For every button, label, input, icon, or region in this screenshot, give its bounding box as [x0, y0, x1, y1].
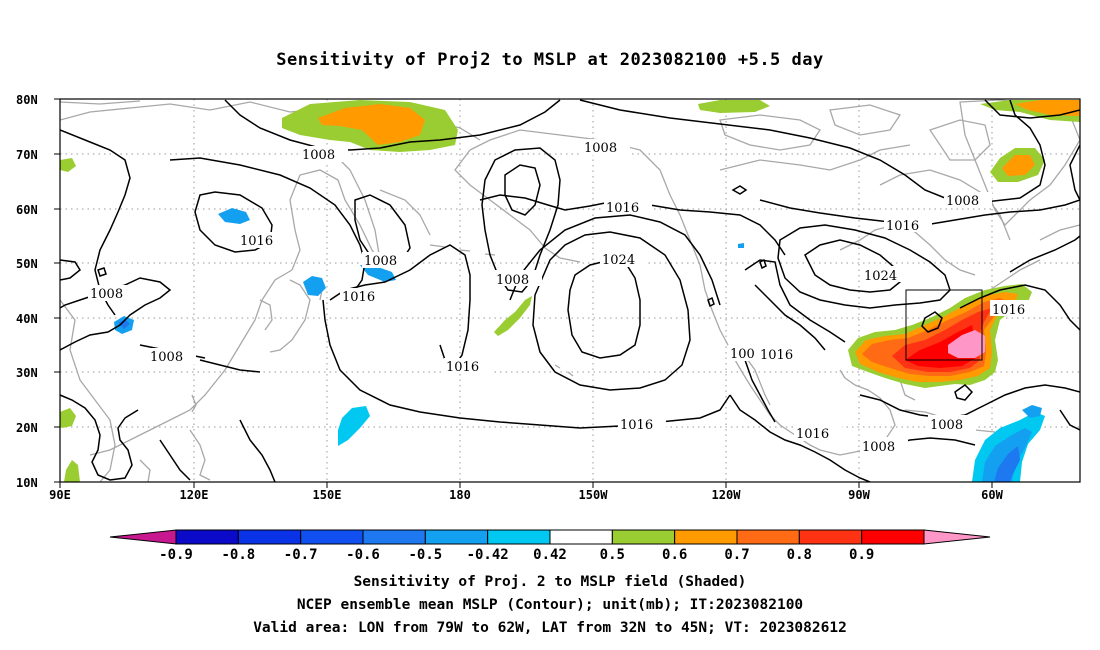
axis-ticks: [54, 98, 993, 488]
colorbar-segment: [175, 529, 239, 545]
contour-label: 1024: [864, 269, 897, 284]
lon-label: 150E: [313, 488, 342, 502]
contour-label: 1008: [90, 287, 123, 302]
colorbar-segment: [736, 529, 800, 545]
lat-label: 70N: [16, 148, 38, 162]
lat-label: 60N: [16, 203, 38, 217]
contour-label: 1008: [496, 273, 529, 288]
caption-line-1: Sensitivity of Proj. 2 to MSLP field (Sh…: [353, 574, 747, 590]
caption-line-3: Valid area: LON from 79W to 62W, LAT fro…: [253, 620, 847, 636]
colorbar-label: -0.6: [346, 547, 380, 563]
lon-label: 150W: [579, 488, 609, 502]
contour-label: 1016: [992, 303, 1025, 318]
colorbar-segment: [362, 529, 426, 545]
colorbar-label: -0.5: [408, 547, 442, 563]
contour-label: 1024: [602, 253, 635, 268]
colorbar-segment: [798, 529, 863, 545]
lat-labels: 80N 70N 60N 50N 40N 30N 20N 10N: [16, 93, 38, 490]
colorbar-label: -0.9: [159, 547, 193, 563]
contour-label: 1008: [930, 418, 963, 433]
lon-labels: 90E 120E 150E 180 150W 120W 90W 60W: [49, 488, 1003, 502]
colorbar-label: 0.8: [787, 547, 812, 563]
contour-label: 1016: [446, 360, 479, 375]
colorbar-segment: [549, 529, 613, 545]
colorbar-label: 0.9: [849, 547, 874, 563]
colorbar-label: 0.6: [662, 547, 687, 563]
contour-label: 1016: [620, 418, 653, 433]
lon-label: 90W: [848, 488, 870, 502]
lat-label: 10N: [16, 476, 38, 490]
lon-label: 180: [449, 488, 471, 502]
colorbar-segment: [487, 529, 551, 545]
contour-label: 1016: [606, 201, 639, 216]
lon-label: 120E: [180, 488, 209, 502]
contour-label: 1016: [796, 427, 829, 442]
lon-label: 120W: [712, 488, 742, 502]
contour-label: 1008: [862, 440, 895, 455]
colorbar: -0.9 -0.8 -0.7 -0.6 -0.5 -0.42 0.42 0.5 0.6 0.7 0.…: [109, 529, 991, 563]
contour-label: 1008: [584, 141, 617, 156]
colorbar-label: -0.7: [284, 547, 318, 563]
lon-label: 60W: [981, 488, 1003, 502]
colorbar-label: 0.7: [724, 547, 749, 563]
colorbar-label: -0.8: [221, 547, 255, 563]
map-title: Sensitivity of Proj2 to MSLP at 20230821…: [276, 50, 824, 70]
colorbar-label: 0.5: [600, 547, 625, 563]
colorbar-segment: [923, 529, 991, 545]
colorbar-label: 0.42: [533, 547, 567, 563]
contour-label: 1016: [886, 219, 919, 234]
lon-label: 90E: [49, 488, 71, 502]
contour-label: 1016: [240, 234, 273, 249]
colorbar-segment: [424, 529, 489, 545]
contour-label: 1016: [342, 290, 375, 305]
lat-label: 50N: [16, 257, 38, 271]
valid-area-box: [905, 289, 983, 361]
colorbar-segment: [109, 529, 177, 545]
lat-label: 40N: [16, 312, 38, 326]
colorbar-segment: [611, 529, 676, 545]
lat-label: 80N: [16, 93, 38, 107]
map-frame: [59, 98, 1081, 483]
colorbar-segment: [237, 529, 302, 545]
lat-label: 30N: [16, 366, 38, 380]
contour-labels: 1008 1008 1008 1016 1016 1016 1008 1008 …: [88, 139, 1038, 455]
contour-label: 1008: [946, 194, 979, 209]
contour-label: 1008: [302, 148, 335, 163]
contour-label: 1008: [150, 350, 183, 365]
caption-line-2: NCEP ensemble mean MSLP (Contour); unit(…: [296, 597, 804, 613]
colorbar-label: -0.42: [467, 547, 509, 563]
contour-label: 1008: [364, 254, 397, 269]
colorbar-segment: [674, 529, 738, 545]
lat-label: 20N: [16, 421, 38, 435]
contour-label: 1016: [760, 348, 793, 363]
colorbar-segment: [861, 529, 925, 545]
contour-label: 100: [730, 347, 755, 362]
colorbar-segment: [300, 529, 364, 545]
